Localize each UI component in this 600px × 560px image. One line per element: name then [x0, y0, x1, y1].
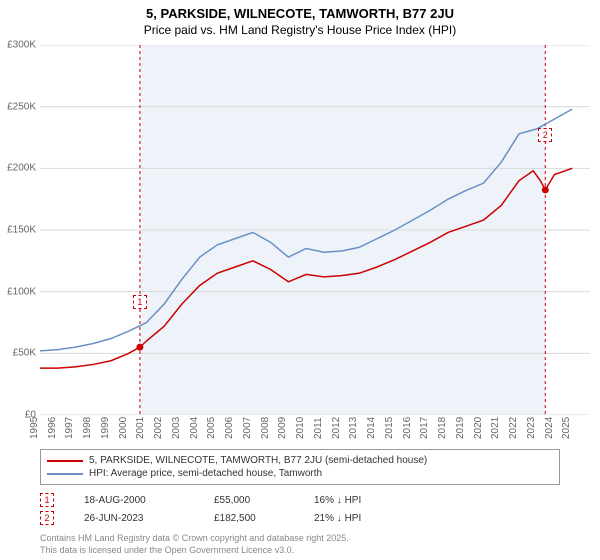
y-tick-label: £50K: [13, 348, 36, 359]
legend-label: HPI: Average price, semi-detached house,…: [89, 468, 322, 479]
annotation-date: 18-AUG-2000: [84, 495, 184, 506]
legend-row: HPI: Average price, semi-detached house,…: [47, 467, 553, 480]
x-tick-label: 2020: [472, 417, 483, 439]
x-tick-label: 2012: [330, 417, 341, 439]
legend-swatch-icon: [47, 473, 83, 475]
annotation-row: 1 18-AUG-2000 £55,000 16% ↓ HPI: [40, 491, 560, 509]
legend: 5, PARKSIDE, WILNECOTE, TAMWORTH, B77 2J…: [40, 449, 560, 485]
footer-line: Contains HM Land Registry data © Crown c…: [40, 533, 560, 545]
titles: 5, PARKSIDE, WILNECOTE, TAMWORTH, B77 2J…: [0, 0, 600, 37]
x-tick-label: 2011: [313, 417, 324, 439]
title-sub: Price paid vs. HM Land Registry's House …: [0, 23, 600, 37]
x-tick-label: 2004: [189, 417, 200, 439]
x-tick-label: 2014: [366, 417, 377, 439]
x-axis: 1995199619971998199920002001200220032004…: [40, 415, 590, 443]
annotation-date: 26-JUN-2023: [84, 513, 184, 524]
x-tick-label: 1995: [29, 417, 40, 439]
y-tick-label: £100K: [7, 286, 36, 297]
annotation-delta: 16% ↓ HPI: [314, 495, 361, 506]
plot-svg: [40, 45, 590, 415]
x-tick-label: 2009: [277, 417, 288, 439]
x-tick-label: 1998: [82, 417, 93, 439]
x-tick-label: 2023: [526, 417, 537, 439]
x-tick-label: 2007: [242, 417, 253, 439]
x-tick-label: 2022: [508, 417, 519, 439]
chart-container: 5, PARKSIDE, WILNECOTE, TAMWORTH, B77 2J…: [0, 0, 600, 556]
x-tick-label: 2015: [384, 417, 395, 439]
legend-swatch-icon: [47, 460, 83, 462]
annotation-price: £55,000: [214, 495, 284, 506]
y-tick-label: £200K: [7, 163, 36, 174]
footer-line: This data is licensed under the Open Gov…: [40, 545, 560, 557]
x-tick-label: 1996: [47, 417, 58, 439]
title-main: 5, PARKSIDE, WILNECOTE, TAMWORTH, B77 2J…: [0, 6, 600, 21]
marker-icon: 1: [133, 295, 147, 309]
x-tick-label: 2002: [153, 417, 164, 439]
x-tick-label: 2000: [118, 417, 129, 439]
y-tick-label: £300K: [7, 40, 36, 51]
x-tick-label: 2005: [206, 417, 217, 439]
x-tick-label: 2006: [224, 417, 235, 439]
x-tick-label: 2008: [260, 417, 271, 439]
x-tick-label: 2003: [171, 417, 182, 439]
x-tick-label: 1999: [100, 417, 111, 439]
x-tick-label: 2017: [419, 417, 430, 439]
x-tick-label: 1997: [64, 417, 75, 439]
annotations: 1 18-AUG-2000 £55,000 16% ↓ HPI 2 26-JUN…: [40, 491, 560, 527]
x-tick-label: 2018: [437, 417, 448, 439]
footer: Contains HM Land Registry data © Crown c…: [40, 533, 560, 556]
legend-label: 5, PARKSIDE, WILNECOTE, TAMWORTH, B77 2J…: [89, 455, 427, 466]
legend-row: 5, PARKSIDE, WILNECOTE, TAMWORTH, B77 2J…: [47, 454, 553, 467]
annotation-row: 2 26-JUN-2023 £182,500 21% ↓ HPI: [40, 509, 560, 527]
x-tick-label: 2001: [135, 417, 146, 439]
x-tick-label: 2010: [295, 417, 306, 439]
plot-area: £0£50K£100K£150K£200K£250K£300K 12: [40, 45, 590, 415]
y-tick-label: £250K: [7, 101, 36, 112]
annotation-delta: 21% ↓ HPI: [314, 513, 361, 524]
x-tick-label: 2025: [561, 417, 572, 439]
x-tick-label: 2024: [543, 417, 554, 439]
y-tick-label: £150K: [7, 225, 36, 236]
marker-icon: 2: [40, 511, 54, 525]
marker-icon: 2: [538, 128, 552, 142]
x-tick-label: 2016: [401, 417, 412, 439]
marker-icon: 1: [40, 493, 54, 507]
y-axis: £0£50K£100K£150K£200K£250K£300K: [0, 45, 38, 415]
annotation-price: £182,500: [214, 513, 284, 524]
x-tick-label: 2019: [455, 417, 466, 439]
x-tick-label: 2013: [348, 417, 359, 439]
x-tick-label: 2021: [490, 417, 501, 439]
